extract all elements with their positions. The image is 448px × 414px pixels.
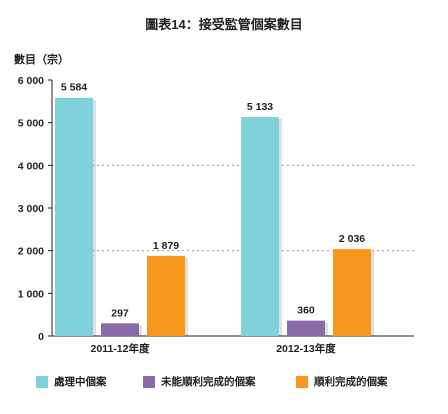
- y-tick-label: 3 000: [18, 203, 44, 215]
- y-tick-label: 6 000: [18, 75, 44, 87]
- bar-successful-2: [333, 249, 371, 336]
- x-category-label: 2012-13年度: [276, 342, 336, 355]
- data-label-in-progress-1: 5 584: [61, 82, 87, 94]
- y-tick-label: 0: [38, 331, 44, 343]
- legend-label-unsuccessful: 未能順利完成的個案: [161, 376, 256, 388]
- bar-unsuccessful-2: [287, 320, 325, 336]
- legend-label-successful: 順利完成的個案: [314, 376, 388, 388]
- legend-label-in-progress: 處理中個案: [54, 376, 107, 388]
- chart-title: 圖表14：接受監管個案數目: [145, 17, 303, 32]
- y-tick-label: 2 000: [18, 246, 44, 258]
- legend-swatch-successful: [296, 375, 308, 388]
- legend-swatch-unsuccessful: [143, 375, 155, 388]
- y-tick-label: 1 000: [18, 288, 44, 300]
- legend-swatch-in-progress: [36, 375, 48, 388]
- legend-item-unsuccessful: 未能順利完成的個案: [143, 374, 256, 389]
- x-category-label: 2011-12年度: [91, 342, 150, 355]
- bar-in-progress-1: [55, 97, 93, 337]
- data-label-unsuccessful-1: 297: [111, 307, 129, 319]
- data-label-successful-1: 1 879: [153, 240, 179, 252]
- bar-in-progress-2: [241, 116, 279, 336]
- legend-item-in-progress: 處理中個案: [36, 374, 107, 389]
- bar-successful-1: [147, 255, 185, 336]
- y-tick-label: 5 000: [18, 118, 44, 130]
- bar-unsuccessful-1: [101, 323, 139, 336]
- y-tick-label: 4 000: [18, 160, 44, 172]
- y-axis-label: 數目（宗）: [14, 54, 69, 66]
- data-label-in-progress-2: 5 133: [247, 101, 273, 113]
- data-label-successful-2: 2 036: [339, 233, 365, 245]
- data-label-unsuccessful-2: 360: [297, 305, 315, 317]
- legend-item-successful: 順利完成的個案: [296, 374, 388, 389]
